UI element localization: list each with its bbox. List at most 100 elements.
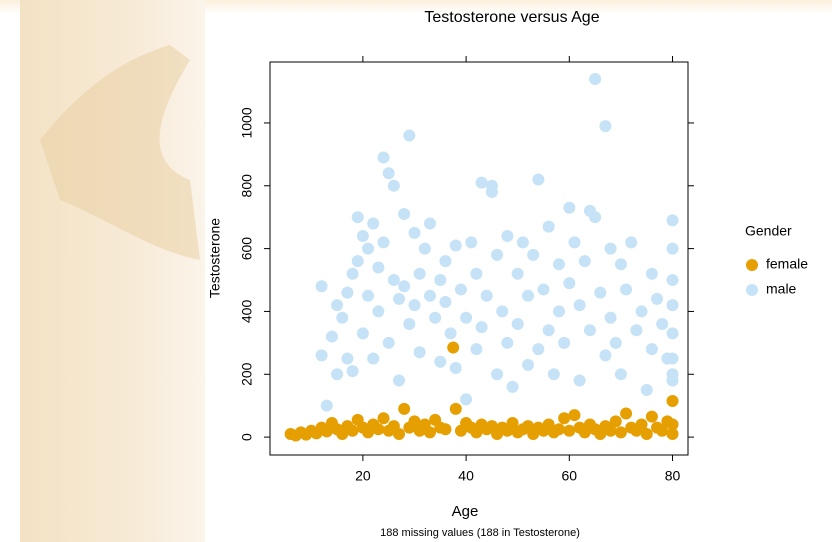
point: [377, 236, 390, 249]
point: [470, 267, 483, 280]
point: [604, 311, 617, 324]
point: [666, 427, 679, 440]
point: [413, 267, 426, 280]
point: [532, 343, 545, 356]
point: [666, 299, 679, 312]
y-tick-label: 200: [239, 362, 255, 386]
point: [568, 236, 581, 249]
point: [320, 399, 333, 412]
point: [516, 236, 529, 249]
point: [449, 361, 462, 374]
point: [449, 402, 462, 415]
point: [604, 424, 617, 437]
point: [447, 341, 460, 354]
chart-title: Testosterone versus Age: [424, 9, 599, 26]
point: [485, 186, 498, 199]
point: [351, 211, 364, 224]
point: [614, 426, 627, 439]
point: [331, 368, 344, 381]
point: [377, 412, 390, 425]
point: [563, 277, 576, 290]
point: [372, 261, 385, 274]
legend-title: Gender: [745, 223, 792, 239]
point: [367, 352, 380, 365]
point: [527, 248, 540, 261]
series-1: [315, 72, 679, 412]
point: [568, 409, 581, 422]
point: [377, 151, 390, 164]
point: [573, 374, 586, 387]
y-axis-title: Testosterone: [207, 218, 223, 298]
point: [645, 410, 658, 423]
point: [630, 324, 643, 337]
point: [408, 226, 421, 239]
point: [645, 267, 658, 280]
point: [393, 374, 406, 387]
point: [408, 415, 421, 428]
point: [522, 358, 535, 371]
point: [387, 274, 400, 287]
point: [558, 336, 571, 349]
point: [635, 305, 648, 318]
x-tick-label: 60: [562, 468, 578, 484]
point: [356, 230, 369, 243]
point: [614, 368, 627, 381]
point: [589, 72, 602, 85]
point: [341, 286, 354, 299]
point: [346, 424, 359, 437]
point: [434, 274, 447, 287]
point: [315, 349, 328, 362]
point: [666, 418, 679, 431]
point: [315, 280, 328, 293]
point: [511, 267, 524, 280]
point: [620, 283, 633, 296]
point: [609, 336, 622, 349]
point: [362, 242, 375, 255]
point: [403, 129, 416, 142]
point: [625, 236, 638, 249]
y-tick-label: 800: [239, 174, 255, 198]
point: [563, 424, 576, 437]
point: [434, 355, 447, 368]
point: [599, 349, 612, 362]
point: [666, 368, 679, 381]
point: [336, 311, 349, 324]
point: [475, 176, 488, 189]
point: [656, 424, 669, 437]
point: [542, 324, 555, 337]
point: [666, 242, 679, 255]
point: [403, 318, 416, 330]
point: [465, 236, 478, 249]
point: [640, 383, 653, 396]
point: [609, 415, 622, 428]
point: [382, 167, 395, 180]
point: [331, 299, 344, 312]
point: [413, 346, 426, 359]
point: [429, 311, 442, 324]
point: [604, 242, 617, 255]
point: [387, 179, 400, 192]
point: [444, 327, 457, 340]
point: [470, 343, 483, 356]
legend-marker: [746, 284, 758, 296]
point: [656, 318, 669, 330]
point: [594, 286, 607, 299]
point: [356, 327, 369, 340]
point: [398, 280, 411, 293]
point: [666, 394, 679, 407]
point: [589, 211, 602, 224]
point: [635, 418, 648, 431]
point: [614, 258, 627, 271]
point: [341, 352, 354, 365]
plot-frame: [269, 61, 689, 456]
point: [346, 267, 359, 280]
point: [666, 274, 679, 287]
point: [666, 352, 679, 365]
point: [583, 324, 596, 337]
point: [351, 255, 364, 268]
point: [547, 368, 560, 381]
point: [454, 283, 467, 296]
point: [506, 416, 519, 429]
point: [423, 289, 436, 302]
